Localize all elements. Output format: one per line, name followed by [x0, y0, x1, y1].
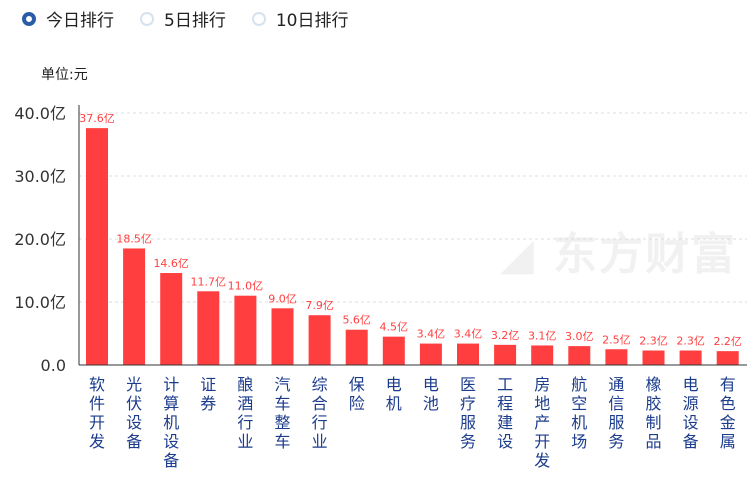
x-category-label: 光伏设备: [126, 375, 142, 451]
data-label: 18.5亿: [116, 232, 152, 245]
data-label: 3.4亿: [454, 328, 483, 341]
data-label: 7.9亿: [305, 299, 334, 312]
data-label: 2.2亿: [713, 335, 742, 348]
x-category-label: 汽车整车: [274, 375, 290, 451]
x-category-label: 计算机设备: [163, 375, 179, 470]
x-category-label: 酿酒行业: [237, 375, 253, 451]
tab-5day[interactable]: 5日排行: [140, 6, 226, 31]
data-label: 11.0亿: [228, 280, 264, 293]
bar: [679, 350, 702, 365]
bar: [197, 291, 220, 365]
data-label: 5.6亿: [342, 314, 371, 327]
tab-label: 今日排行: [46, 11, 114, 31]
data-label: 3.4亿: [417, 328, 446, 341]
bar: [605, 349, 628, 365]
bar: [642, 350, 665, 365]
x-category-label: 电机: [386, 375, 402, 413]
data-label: 2.3亿: [639, 335, 668, 348]
x-category-label: 通信服务: [608, 375, 624, 451]
data-label: 37.6亿: [79, 112, 115, 125]
bar: [568, 346, 591, 365]
x-category-label: 有色金属: [720, 375, 736, 451]
unit-label: 单位:元: [41, 67, 88, 83]
y-tick-label: 40.0亿: [14, 104, 66, 123]
y-tick-label: 30.0亿: [14, 167, 66, 186]
data-label: 14.6亿: [153, 257, 189, 270]
x-category-label: 电池: [423, 375, 439, 413]
watermark-logo: ◢ 东方财富: [500, 229, 738, 280]
tab-label: 5日排行: [164, 11, 226, 31]
radio-icon: [140, 11, 154, 26]
data-label: 4.5亿: [380, 321, 409, 334]
bar: [494, 344, 517, 365]
bar: [234, 295, 257, 365]
x-category-label: 航空机场: [571, 375, 587, 451]
y-tick-label: 0.0: [41, 356, 66, 375]
bar: [123, 248, 146, 365]
x-category-label: 电源设备: [683, 375, 699, 451]
bar: [531, 345, 554, 365]
bar: [86, 128, 108, 365]
tab-today[interactable]: 今日排行: [22, 6, 114, 31]
x-category-label: 综合行业: [312, 375, 328, 451]
bar: [457, 343, 479, 365]
x-category-label: 房地产开发: [534, 375, 550, 470]
y-tick-label: 10.0亿: [14, 293, 66, 312]
bar: [345, 329, 368, 365]
tab-label: 10日排行: [275, 11, 349, 31]
data-label: 3.1亿: [528, 329, 557, 342]
data-label: 3.2亿: [491, 329, 520, 342]
x-category-label: 工程建设: [497, 375, 513, 451]
radio-icon: [251, 11, 266, 26]
bar: [382, 336, 405, 365]
bar: [160, 273, 183, 365]
x-category-label: 医疗服务: [460, 375, 476, 451]
x-category-label: 证券: [200, 375, 216, 413]
data-label: 9.0亿: [268, 292, 297, 305]
radio-selected-icon: [22, 11, 36, 26]
bar: [308, 315, 331, 365]
ranking-tabs: 今日排行 5日排行 10日排行: [22, 6, 374, 31]
bar: [716, 351, 739, 365]
bar: [419, 343, 442, 365]
data-label: 2.5亿: [602, 333, 631, 346]
data-label: 11.7亿: [191, 275, 227, 288]
data-label: 2.3亿: [676, 335, 705, 348]
bar: [271, 308, 294, 365]
x-category-label: 保险: [349, 375, 365, 413]
y-tick-label: 20.0亿: [14, 230, 66, 249]
x-category-label: 橡胶制品: [645, 375, 661, 451]
tab-10day[interactable]: 10日排行: [251, 6, 349, 31]
x-category-label: 软件开发: [89, 375, 105, 451]
data-label: 3.0亿: [565, 330, 594, 343]
